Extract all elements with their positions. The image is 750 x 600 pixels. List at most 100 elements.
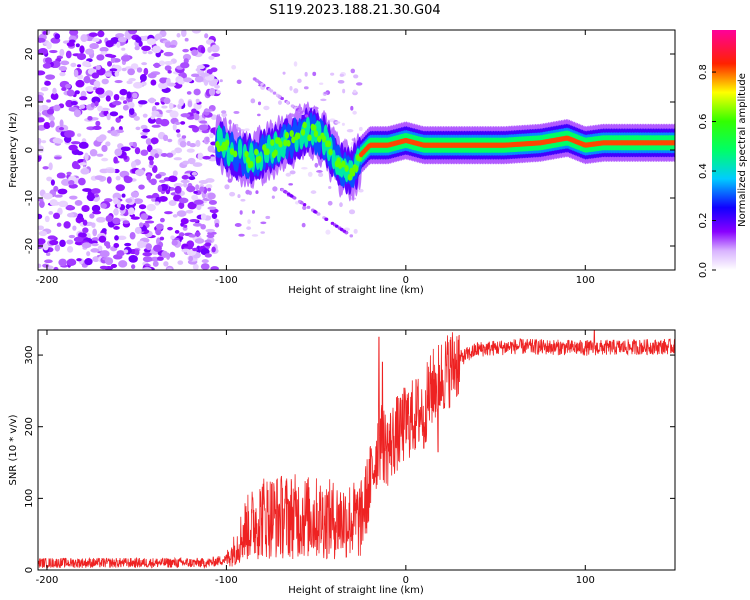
heatmap-cell	[273, 149, 278, 157]
heatmap-cell	[156, 256, 164, 261]
heatmap-cell	[70, 101, 78, 106]
heatmap-cell	[91, 96, 101, 104]
colorbar-tick-label: 0.8	[698, 64, 709, 80]
heatmap-cell	[38, 137, 42, 145]
heatmap-cell	[89, 43, 99, 50]
heatmap-cell	[341, 160, 346, 168]
heatmap-cell	[38, 198, 44, 202]
heatmap-cell	[38, 112, 42, 117]
heatmap-cell	[181, 72, 187, 79]
heatmap-cell	[91, 72, 100, 79]
heatmap-cell	[289, 170, 296, 175]
heatmap-cell	[134, 45, 140, 51]
heatmap-cell	[66, 212, 75, 218]
heatmap-cell	[183, 224, 188, 228]
heatmap-cell	[334, 121, 341, 124]
snr-series-line	[38, 330, 675, 570]
heatmap-cell	[180, 30, 187, 37]
heatmap-cell	[257, 80, 262, 85]
heatmap-cell	[192, 222, 203, 227]
heatmap-cell	[113, 93, 120, 101]
heatmap-cell	[100, 51, 108, 56]
heatmap-cell	[182, 160, 190, 165]
heatmap-cell	[330, 221, 335, 225]
heatmap-cell	[161, 105, 168, 109]
heatmap-cell	[214, 84, 220, 89]
heatmap-cell	[133, 81, 143, 89]
heatmap-cell	[208, 79, 218, 87]
heatmap-cell	[350, 105, 354, 111]
heatmap-cell	[126, 91, 132, 99]
heatmap-cell	[173, 157, 183, 161]
heatmap-cell	[172, 170, 178, 177]
heatmap-cell	[85, 48, 95, 55]
heatmap-cell	[104, 53, 114, 58]
heatmap-cell	[48, 162, 53, 171]
heatmap-cell	[344, 164, 349, 172]
spectrogram-heatmap	[38, 30, 675, 270]
heatmap-cell	[152, 260, 159, 267]
heatmap-cell	[77, 64, 82, 68]
heatmap-cell	[140, 124, 148, 130]
heatmap-cell	[133, 198, 144, 205]
heatmap-cell	[221, 112, 228, 118]
heatmap-cell	[170, 235, 175, 240]
heatmap-cell	[104, 257, 114, 266]
heatmap-cell	[247, 219, 251, 225]
heatmap-cell	[81, 242, 92, 249]
heatmap-cell	[155, 228, 162, 236]
heatmap-cell	[114, 235, 119, 241]
heatmap-cell	[91, 243, 99, 247]
heatmap-cell	[116, 250, 125, 257]
heatmap-cell	[136, 67, 143, 73]
heatmap-cell	[310, 190, 317, 194]
y-tick-label: 10	[24, 96, 35, 109]
heatmap-cell	[144, 263, 150, 267]
heatmap-cell	[113, 156, 118, 164]
heatmap-cell	[199, 186, 205, 192]
heatmap-cell	[138, 222, 144, 228]
heatmap-cell	[191, 49, 198, 56]
heatmap-cell	[201, 129, 210, 134]
heatmap-cell	[132, 92, 138, 99]
heatmap-cell	[316, 170, 323, 173]
heatmap-cell	[78, 177, 86, 186]
heatmap-cell	[167, 82, 176, 87]
heatmap-cell	[68, 144, 78, 151]
heatmap-cell	[219, 79, 223, 83]
heatmap-cell	[193, 88, 201, 96]
heatmap-cell	[323, 91, 329, 95]
y-tick-label: -20	[24, 238, 35, 254]
heatmap-cell	[271, 195, 275, 199]
heatmap-cell	[44, 80, 51, 86]
heatmap-cell	[101, 228, 107, 233]
heatmap-cell	[76, 213, 84, 220]
heatmap-cell	[253, 77, 257, 81]
heatmap-cell	[153, 62, 161, 69]
heatmap-cell	[286, 139, 291, 147]
heatmap-cell	[99, 46, 109, 53]
heatmap-cell	[300, 201, 304, 205]
heatmap-cell	[139, 131, 148, 136]
heatmap-cell	[350, 68, 356, 74]
heatmap-cell	[191, 73, 200, 78]
heatmap-cell	[285, 172, 291, 177]
heatmap-cell	[193, 113, 200, 121]
heatmap-cell	[151, 124, 161, 128]
heatmap-cell	[117, 235, 127, 241]
heatmap-cell	[76, 133, 82, 137]
heatmap-cell	[113, 209, 118, 215]
heatmap-cell	[250, 98, 256, 104]
heatmap-cell	[211, 246, 216, 253]
heatmap-cell	[63, 221, 71, 229]
heatmap-cell	[297, 109, 302, 113]
heatmap-cell	[157, 82, 168, 90]
heatmap-cell	[130, 216, 141, 220]
heatmap-cell	[155, 173, 162, 179]
heatmap-cell	[128, 207, 135, 216]
heatmap-cell	[53, 104, 61, 112]
heatmap-cell	[57, 207, 63, 216]
heatmap-cell	[300, 128, 306, 136]
colorbar-label: Normalized spectral amplitude	[737, 73, 748, 227]
